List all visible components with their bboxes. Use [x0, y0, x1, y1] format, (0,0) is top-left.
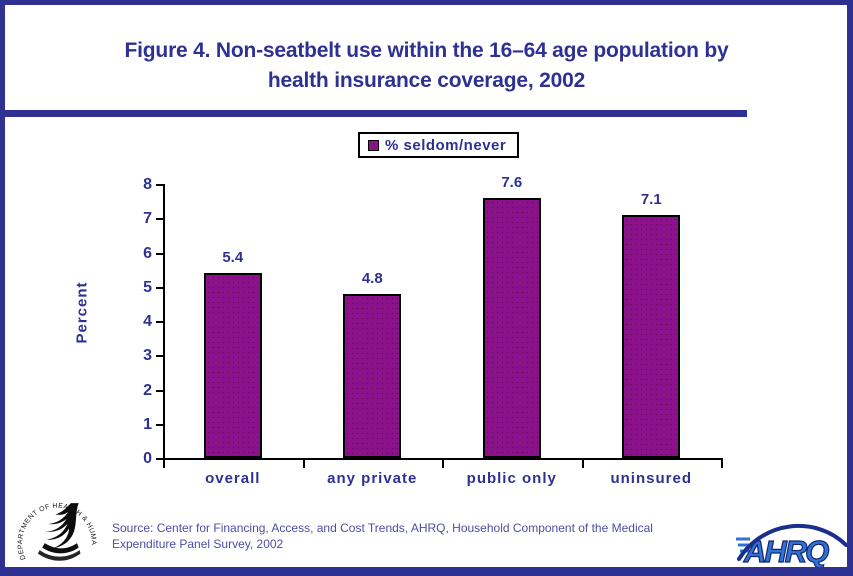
- hhs-seal-logo: DEPARTMENT OF HEALTH & HUMAN SERVICES·US…: [12, 491, 96, 561]
- ahrq-logo: AHRQ: [736, 523, 847, 567]
- y-tick-label: 1: [143, 415, 152, 433]
- bar-uninsured: [622, 214, 681, 458]
- y-tick-mark: [156, 355, 163, 358]
- y-tick-label: 8: [143, 176, 152, 193]
- y-tick-label: 5: [143, 278, 152, 296]
- x-category-label: overall: [205, 470, 261, 487]
- x-tick-mark: [302, 460, 305, 468]
- x-tick-mark: [581, 460, 584, 468]
- source-note-line1: Source: Center for Financing, Access, an…: [112, 521, 653, 535]
- y-tick-mark: [156, 321, 163, 323]
- x-category-label: any private: [327, 470, 418, 487]
- y-tick-label: 6: [143, 244, 152, 262]
- y-axis-line: [163, 184, 165, 460]
- bar-value-label: 5.4: [222, 249, 244, 267]
- figure-title-line1: Figure 4. Non-seatbelt use within the 16…: [124, 39, 729, 62]
- x-tick-mark: [442, 460, 444, 468]
- hhs-eagle-icon: [37, 503, 81, 561]
- x-category-label: uninsured: [610, 470, 692, 487]
- y-tick-mark: [156, 458, 163, 460]
- y-tick-mark: [156, 389, 163, 392]
- y-tick-label: 7: [143, 210, 152, 228]
- title-divider-rule: [5, 110, 747, 117]
- bar-any-private: [343, 293, 402, 458]
- x-tick-mark: [721, 460, 723, 468]
- chart-legend: % seldom/never: [358, 132, 519, 158]
- source-note: Source: Center for Financing, Access, an…: [112, 520, 737, 552]
- y-tick-label: 0: [143, 450, 152, 467]
- x-axis-line: [163, 458, 723, 460]
- bar-value-label: 7.1: [640, 190, 662, 208]
- x-tick-mark: [163, 460, 165, 468]
- bar-value-label: 4.8: [361, 269, 383, 287]
- x-category-label: public only: [466, 470, 557, 487]
- bar-value-label: 7.6: [501, 173, 523, 191]
- legend-marker-swatch: [368, 139, 379, 151]
- y-tick-label: 4: [143, 313, 152, 330]
- source-note-line2: Expenditure Panel Survey, 2002: [112, 537, 284, 551]
- y-tick-mark: [156, 423, 163, 426]
- y-tick-label: 2: [143, 381, 152, 399]
- legend-series-label: % seldom/never: [385, 136, 507, 154]
- y-axis-title: Percent: [73, 281, 91, 344]
- y-tick-mark: [156, 252, 163, 255]
- figure-title: Figure 4. Non-seatbelt use within the 16…: [5, 36, 847, 96]
- y-tick-mark: [156, 218, 163, 221]
- bar-overall: [203, 273, 262, 458]
- y-tick-label: 3: [143, 347, 152, 365]
- bar-public-only: [482, 197, 541, 458]
- y-tick-mark: [156, 184, 163, 186]
- ahrq-arc-swoosh: [737, 523, 847, 561]
- figure-title-line2: health insurance coverage, 2002: [267, 69, 586, 92]
- y-tick-mark: [156, 286, 163, 289]
